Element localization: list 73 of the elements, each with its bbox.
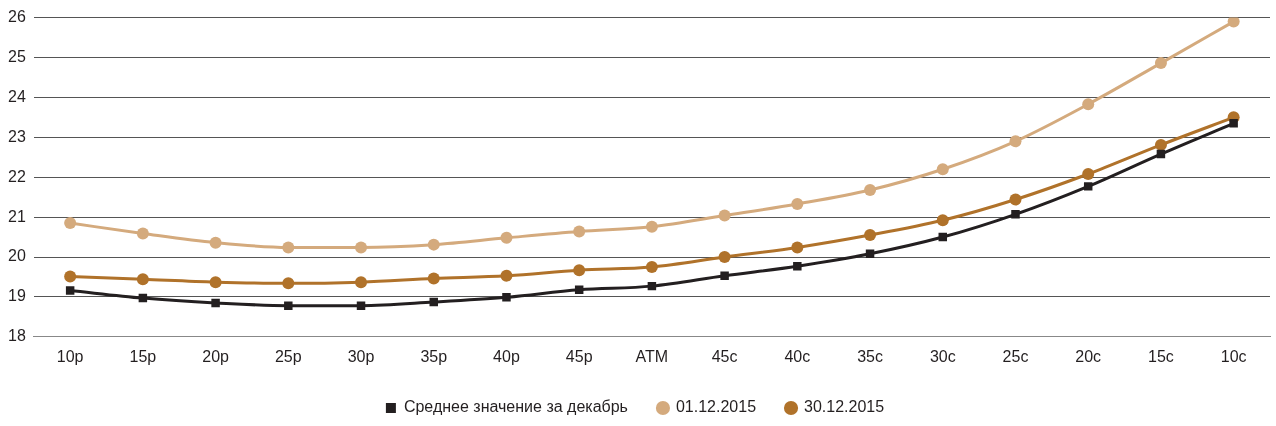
x-tick-label: 20p [202,347,230,365]
legend-label: Среднее значение за декабрь [403,398,628,416]
point [284,301,293,310]
x-tick-label: 40c [784,347,811,365]
x-tick-label: 15p [129,347,157,365]
point [793,261,802,271]
point [65,286,75,295]
point [282,277,295,290]
point [282,241,295,254]
point [573,264,586,277]
point [427,272,440,285]
point [355,241,368,254]
point [936,163,949,176]
point [791,241,804,254]
x-tick-label: 40p [493,347,520,365]
x-tick-label: 20c [1075,347,1102,365]
y-tick-label: 23 [8,127,26,145]
point [500,231,513,244]
y-tick-label: 24 [8,87,26,105]
point [356,301,366,310]
point [502,293,511,302]
point [645,260,658,273]
point [64,217,77,230]
point [645,220,658,233]
point [1083,182,1093,191]
x-tick-label: 10p [56,347,84,365]
point [211,298,220,308]
legend-label: 01.12.2015 [675,398,757,416]
point [720,271,729,280]
y-tick-label: 21 [8,207,26,225]
y-tick-label: 18 [8,327,26,345]
point [864,183,877,196]
point [864,229,877,242]
point [574,285,584,294]
x-tick-label: 45c [711,347,738,365]
x-tick-label: 10c [1220,347,1247,365]
point [718,209,731,222]
point [573,225,586,238]
point [1227,17,1240,28]
point [136,273,149,286]
y-tick-label: 20 [8,247,26,265]
x-tick-label: 35p [420,347,448,365]
point [1154,57,1167,70]
y-tick-label: 25 [8,47,26,65]
point [136,227,149,240]
point [500,269,513,282]
point [1011,210,1020,219]
point [355,276,368,289]
point [1009,135,1022,148]
point [64,270,77,283]
x-tick-label: 15c [1148,347,1174,365]
x-tick-label: 35c [857,347,883,365]
point [936,214,949,227]
point [1154,138,1167,151]
x-tick-label: 25c [1002,347,1029,365]
x-tick-label: 45p [565,347,593,365]
y-tick-label: 22 [8,167,26,185]
point [1082,168,1095,181]
x-tick-label: 30p [347,347,375,365]
y-tick-label: 26 [8,8,26,26]
point [791,197,804,210]
point [1229,119,1238,128]
point [427,238,440,251]
point [718,251,731,263]
y-tick-label: 19 [8,287,26,305]
x-tick-label: 30c [929,347,956,365]
point [1009,193,1022,206]
x-tick-label: ATM [635,347,669,365]
point [209,276,222,289]
x-tick-label: 25p [274,347,302,365]
legend-label: 30.12.2015 [804,398,885,416]
point [1082,98,1095,111]
point [209,236,222,249]
